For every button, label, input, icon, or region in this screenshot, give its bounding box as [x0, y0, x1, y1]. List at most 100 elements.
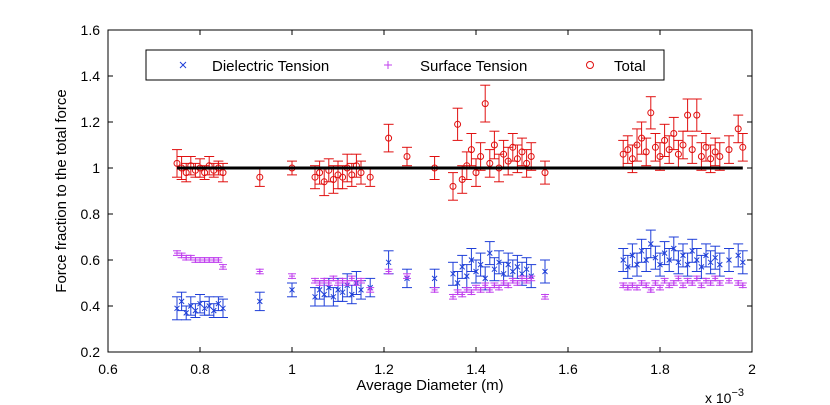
data-point-x	[707, 259, 714, 266]
data-point-x	[647, 241, 654, 247]
data-point-plus	[643, 282, 650, 289]
data-point-plus	[716, 280, 723, 286]
data-point-plus	[647, 286, 654, 293]
data-point-circle	[366, 173, 374, 181]
data-point-circle	[670, 130, 678, 137]
data-point-circle	[348, 171, 356, 179]
legend-label-dielectric: Dielectric Tension	[212, 58, 329, 75]
marker-stroke	[197, 300, 203, 307]
marker-stroke	[647, 241, 654, 247]
data-point-x	[680, 252, 686, 259]
data-point-circle	[481, 100, 489, 108]
marker-stroke	[523, 266, 530, 273]
data-point-circle	[472, 169, 480, 177]
data-point-circle	[454, 120, 462, 128]
data-point-x	[463, 273, 470, 279]
data-point-x	[192, 307, 199, 314]
y-tick-label: 0.8	[81, 206, 101, 222]
marker-stroke	[339, 289, 346, 296]
data-point-x	[500, 270, 507, 277]
data-point-x	[206, 303, 213, 309]
data-point-x	[629, 252, 636, 259]
data-point-plus	[477, 286, 484, 293]
data-point-plus	[358, 277, 364, 284]
data-point-circle	[711, 148, 719, 156]
marker-stroke	[256, 298, 263, 305]
data-point-x	[321, 291, 328, 298]
marker-stroke	[726, 257, 732, 263]
marker-stroke	[454, 280, 461, 286]
data-point-circle	[647, 109, 655, 117]
data-point-circle	[403, 153, 411, 160]
data-point-plus	[505, 282, 512, 289]
x-tick-label: 1	[288, 361, 296, 377]
data-point-circle	[619, 150, 627, 158]
data-point-circle	[509, 143, 517, 151]
marker-stroke	[289, 287, 295, 293]
marker-stroke	[514, 264, 521, 270]
data-point-circle	[624, 146, 632, 154]
legend-marker-dielectric	[179, 61, 187, 69]
data-point-plus	[542, 293, 548, 300]
data-point-plus	[712, 275, 719, 282]
legend-marker-total	[586, 61, 594, 69]
data-point-plus	[680, 282, 686, 289]
data-point-circle	[651, 143, 659, 151]
data-point-circle	[702, 143, 710, 151]
x-tick-label: 1.6	[558, 361, 578, 377]
series-surface-tension	[173, 250, 747, 300]
data-point-x	[256, 298, 263, 305]
data-point-x	[183, 310, 190, 316]
data-point-x	[726, 257, 732, 263]
y-tick-label: 1.6	[81, 22, 101, 38]
marker-stroke	[321, 291, 328, 298]
marker-stroke	[220, 305, 226, 312]
x-scale-multiplier: x 10−3	[705, 387, 744, 405]
marker-stroke	[500, 270, 507, 277]
marker-stroke	[712, 254, 719, 261]
marker-stroke	[661, 250, 668, 256]
data-point-x	[491, 266, 498, 273]
data-point-x	[716, 261, 723, 268]
x-axis-label: Average Diameter (m)	[356, 377, 503, 394]
data-point-x	[542, 268, 548, 275]
data-point-x	[689, 247, 696, 254]
data-point-plus	[404, 273, 410, 280]
marker-stroke	[215, 300, 222, 307]
marker-stroke	[652, 254, 659, 261]
data-point-plus	[726, 277, 732, 284]
marker-stroke	[477, 261, 484, 268]
data-point-circle	[173, 159, 181, 167]
marker-stroke	[330, 293, 337, 300]
data-point-x	[486, 250, 493, 256]
data-point-x	[473, 268, 479, 275]
marker-stroke	[505, 261, 512, 268]
data-point-x	[505, 261, 512, 268]
data-point-circle	[684, 111, 692, 119]
data-point-circle	[688, 146, 696, 154]
data-point-circle	[734, 125, 742, 133]
data-point-circle	[661, 136, 669, 144]
x-scale-base: x 10	[705, 390, 732, 405]
data-point-plus	[289, 273, 295, 280]
data-point-x	[178, 298, 185, 305]
y-tick-label: 0.2	[81, 344, 101, 360]
data-point-x	[339, 289, 346, 296]
x-tick-label: 1.2	[374, 361, 394, 377]
data-point-circle	[674, 150, 682, 158]
marker-stroke	[542, 268, 548, 275]
marker-stroke	[693, 257, 700, 263]
data-point-x	[174, 305, 180, 312]
marker-stroke	[519, 270, 525, 277]
data-point-circle	[518, 148, 526, 156]
y-tick-label: 0.6	[81, 252, 101, 268]
data-point-x	[482, 275, 489, 282]
plot-marks	[172, 84, 748, 321]
marker-stroke	[620, 257, 627, 263]
data-point-circle	[316, 169, 324, 177]
marker-stroke	[187, 303, 194, 309]
marker-stroke	[735, 252, 742, 259]
data-point-plus	[385, 268, 392, 275]
marker-stroke	[716, 261, 723, 268]
